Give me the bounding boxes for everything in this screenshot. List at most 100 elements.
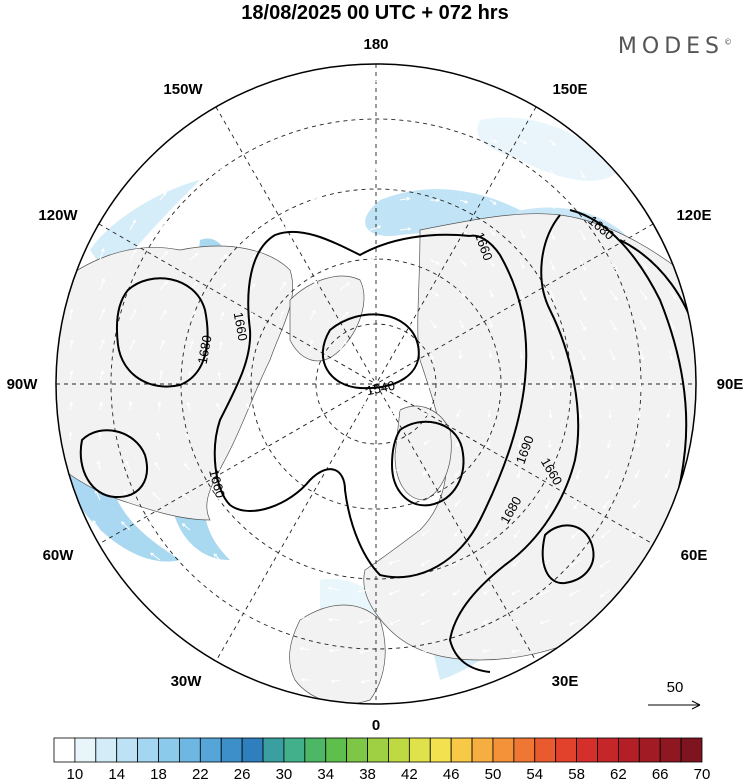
wind-vector	[219, 282, 227, 291]
wind-vector	[309, 196, 320, 201]
wind-vector	[609, 379, 614, 391]
wind-vector	[481, 649, 491, 653]
colorbar-swatch	[450, 737, 473, 763]
wind-vector	[332, 463, 341, 471]
wind-vector	[664, 469, 671, 478]
wind-vector	[510, 589, 521, 595]
wind-vector	[452, 589, 461, 596]
wind-vector	[99, 370, 104, 381]
wind-vector	[246, 402, 251, 411]
wind-vector	[299, 615, 311, 621]
wind-vector	[669, 349, 674, 361]
wind-vector	[666, 409, 671, 419]
wind-vector	[571, 529, 581, 539]
wind-vector	[399, 167, 410, 171]
wind-vector	[244, 523, 251, 531]
wind-vector	[99, 277, 105, 291]
colorbar-swatch	[74, 737, 97, 763]
wind-vector	[279, 137, 289, 142]
wind-vector	[519, 289, 525, 300]
wind-vector	[218, 341, 223, 351]
wind-vector	[129, 309, 137, 321]
wind-vector	[360, 465, 371, 471]
contour-1660-west-low	[79, 429, 148, 499]
wind-vector	[517, 439, 522, 449]
colorbar-tick-label: 14	[108, 766, 125, 782]
wind-vector	[513, 529, 521, 539]
colorbar-swatch	[241, 737, 264, 763]
wind-vector	[609, 289, 618, 301]
wind-vector	[279, 167, 289, 172]
wind-vector	[249, 167, 258, 171]
contour-1540	[321, 313, 420, 390]
wind-vector	[272, 552, 281, 561]
wind-vector	[424, 409, 431, 417]
wind-vector	[185, 432, 191, 441]
colorbar-swatch	[429, 737, 452, 763]
wind-vector	[429, 137, 439, 142]
wind-vector	[92, 520, 101, 531]
wind-vector	[243, 644, 251, 651]
wind-vector	[369, 167, 380, 171]
wind-vector	[339, 167, 350, 171]
wind-vector	[272, 583, 281, 591]
wind-vector	[69, 370, 74, 381]
wind-vector	[639, 319, 647, 331]
colorbar-swatch	[220, 737, 243, 763]
wind-vector	[244, 433, 251, 441]
wind-vector	[608, 409, 613, 420]
wind-vector	[219, 254, 228, 261]
wind-vector	[519, 139, 528, 144]
wind-vector	[453, 529, 461, 537]
wind-vector	[157, 401, 162, 411]
wind-vector	[399, 108, 410, 113]
wind-vector	[515, 499, 521, 509]
lon-label-60e: 60E	[681, 547, 708, 564]
wind-vector	[369, 285, 383, 291]
wind-vector	[189, 164, 197, 171]
longitude-labels: 180 150W 150E 120W 120E 90W 90E 60W 60E …	[7, 36, 744, 734]
wind-vector	[391, 409, 401, 415]
colorbar-tick-label: 34	[317, 766, 334, 782]
wind-vector	[299, 584, 311, 591]
wind-vector	[489, 199, 497, 205]
wind-vector	[420, 649, 431, 655]
wind-vector	[510, 619, 521, 624]
wind-vector	[421, 469, 431, 475]
wind-vector	[159, 309, 167, 321]
wind-vector	[271, 614, 281, 621]
lon-label-60w: 60W	[43, 547, 75, 564]
wind-vector	[429, 319, 437, 329]
wind-vector	[339, 138, 349, 142]
colorbar-tick-label: 58	[568, 766, 585, 782]
wind-vector	[548, 409, 553, 419]
wind-vector	[339, 253, 351, 261]
wind-vector	[451, 678, 461, 683]
wind-vector	[579, 349, 586, 361]
wind-vector	[484, 529, 491, 537]
wind-vector	[302, 492, 311, 501]
lon-label-30e: 30E	[552, 673, 579, 690]
wind-vector	[360, 679, 371, 684]
wind-vector	[429, 78, 441, 83]
contour-1680-siberia	[448, 214, 580, 673]
colorbar-tick-label: 22	[192, 766, 209, 782]
lon-label-30w: 30W	[171, 673, 203, 690]
wind-vector	[154, 461, 161, 471]
wind-vector	[300, 677, 311, 682]
wind-vector	[388, 529, 401, 534]
colorbar-swatch	[137, 737, 159, 763]
wind-vector	[358, 496, 371, 501]
wind-vector	[306, 402, 311, 411]
colorbar-swatch	[408, 737, 431, 763]
wind-vector	[96, 460, 101, 471]
wind-vector	[539, 619, 551, 625]
wind-vector	[186, 401, 191, 411]
wind-vector	[189, 340, 194, 351]
wind-vector	[243, 613, 251, 621]
wind-vector	[426, 379, 431, 390]
wind-vector	[159, 339, 165, 351]
contour-1660-east-low	[541, 524, 595, 585]
colorbar-swatch	[597, 737, 619, 763]
wind-vector	[456, 409, 461, 418]
